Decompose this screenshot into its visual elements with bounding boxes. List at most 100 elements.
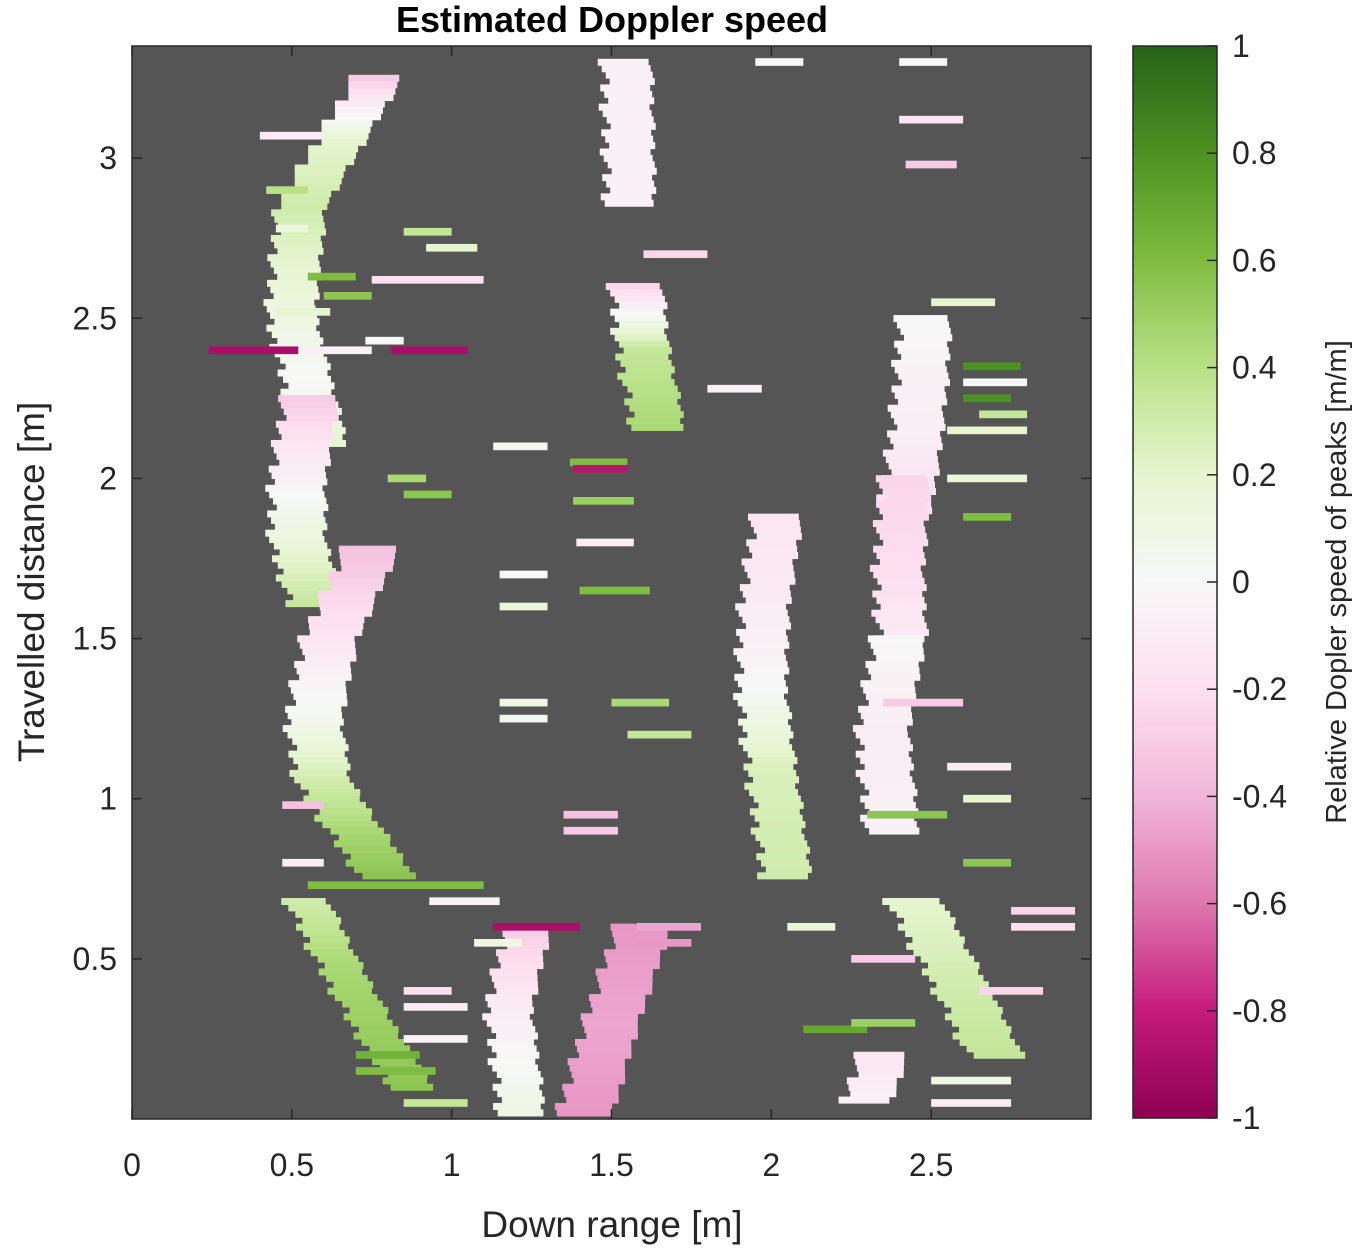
heatmap-segment bbox=[500, 603, 548, 611]
heatmap-cell bbox=[891, 411, 943, 418]
heatmap-segment bbox=[356, 1051, 420, 1059]
heatmap-cell bbox=[287, 414, 338, 421]
heatmap-cell bbox=[601, 988, 652, 995]
colorbar-tick-label: -0.6 bbox=[1232, 886, 1287, 922]
heatmap-cell bbox=[869, 828, 919, 835]
heatmap-segment bbox=[474, 939, 522, 947]
heatmap-cell bbox=[892, 386, 945, 393]
heatmap-cell bbox=[277, 248, 323, 255]
heatmap-cell bbox=[880, 533, 927, 540]
heatmap-segment bbox=[282, 801, 324, 809]
heatmap-cell bbox=[626, 418, 680, 425]
heatmap-cell bbox=[905, 930, 959, 937]
heatmap-cell bbox=[302, 917, 341, 924]
heatmap-segment bbox=[963, 394, 1011, 402]
heatmap-cell bbox=[502, 1097, 545, 1104]
heatmap-cell bbox=[281, 898, 325, 905]
heatmap-cell bbox=[348, 88, 395, 95]
heatmap-cell bbox=[937, 994, 992, 1001]
heatmap-segment bbox=[899, 58, 947, 66]
heatmap-cell bbox=[612, 168, 657, 175]
heatmap-segment bbox=[209, 346, 299, 354]
heatmap-cell bbox=[496, 1033, 538, 1040]
x-tick-label: 2.5 bbox=[909, 1147, 953, 1183]
heatmap-cell bbox=[746, 597, 792, 604]
heatmap-cell bbox=[604, 949, 660, 956]
heatmap-cell bbox=[322, 132, 369, 139]
heatmap-cell bbox=[928, 962, 979, 969]
colorbar-tick-label: 0.6 bbox=[1232, 242, 1276, 278]
heatmap-cell bbox=[606, 181, 654, 188]
heatmap-cell bbox=[319, 597, 374, 604]
heatmap-cell bbox=[746, 623, 791, 630]
colorbar-label: Relative Dopler speed of peaks [m/m] bbox=[1321, 340, 1353, 824]
heatmap-cell bbox=[330, 578, 384, 585]
heatmap-cell bbox=[339, 834, 390, 841]
heatmap-cell bbox=[744, 667, 789, 674]
heatmap-cell bbox=[555, 1103, 612, 1110]
heatmap-cell bbox=[889, 462, 939, 469]
heatmap-cell bbox=[880, 558, 926, 565]
heatmap-cell bbox=[293, 757, 347, 764]
heatmap-cell bbox=[605, 136, 653, 143]
heatmap-segment bbox=[500, 699, 548, 707]
heatmap-cell bbox=[308, 145, 358, 152]
heatmap-cell bbox=[959, 1026, 1011, 1033]
heatmap-cell bbox=[294, 776, 349, 783]
heatmap-cell bbox=[308, 616, 364, 623]
heatmap-cell bbox=[276, 421, 332, 428]
heatmap-cell bbox=[871, 642, 923, 649]
heatmap-cell bbox=[285, 706, 341, 713]
heatmap-cell bbox=[568, 1058, 625, 1065]
heatmap-cell bbox=[610, 328, 664, 335]
heatmap-segment bbox=[564, 827, 618, 835]
heatmap-cell bbox=[320, 808, 372, 815]
heatmap-segment bbox=[266, 186, 308, 194]
heatmap-segment bbox=[404, 491, 452, 499]
heatmap-segment bbox=[883, 699, 963, 707]
heatmap-cell bbox=[765, 847, 810, 854]
heatmap-cell bbox=[615, 296, 665, 303]
heatmap-cell bbox=[344, 1013, 387, 1020]
heatmap-cell bbox=[362, 1039, 405, 1046]
colorbar bbox=[1133, 46, 1217, 1118]
heatmap-cell bbox=[488, 1058, 536, 1065]
heatmap-cell bbox=[898, 924, 954, 931]
heatmap-cell bbox=[733, 693, 784, 700]
heatmap-cell bbox=[610, 289, 662, 296]
heatmap-segment bbox=[979, 987, 1043, 995]
heatmap-segment bbox=[755, 58, 803, 66]
heatmap-segment bbox=[573, 497, 634, 505]
heatmap-cell bbox=[329, 571, 385, 578]
heatmap-cell bbox=[501, 1077, 543, 1084]
heatmap-cell bbox=[876, 475, 927, 482]
heatmap-cell bbox=[902, 379, 950, 386]
heatmap-cell bbox=[738, 680, 786, 687]
heatmap-segment bbox=[391, 346, 468, 354]
heatmap-cell bbox=[492, 1065, 538, 1072]
heatmap-cell bbox=[391, 1084, 434, 1091]
heatmap-cell bbox=[974, 1052, 1025, 1059]
heatmap-segment bbox=[564, 811, 618, 819]
colorbar-tick-label: -0.8 bbox=[1232, 993, 1287, 1029]
heatmap-cell bbox=[293, 693, 346, 700]
colorbar-tick-label: -0.2 bbox=[1232, 671, 1287, 707]
heatmap-segment bbox=[365, 337, 403, 345]
heatmap-segment bbox=[637, 939, 691, 947]
heatmap-cell bbox=[265, 530, 322, 537]
heatmap-cell bbox=[350, 1007, 389, 1014]
heatmap-cell bbox=[278, 562, 332, 569]
heatmap-segment bbox=[500, 571, 548, 579]
heatmap-cell bbox=[893, 315, 947, 322]
heatmap-cell bbox=[602, 174, 652, 181]
heatmap-cell bbox=[849, 1084, 897, 1091]
colorbar-tick-label: 0.4 bbox=[1232, 350, 1276, 386]
heatmap-cell bbox=[274, 216, 323, 223]
heatmap-cell bbox=[288, 680, 345, 687]
heatmap-cell bbox=[865, 763, 914, 770]
heatmap-segment bbox=[627, 731, 691, 739]
heatmap-cell bbox=[749, 546, 797, 553]
heatmap-cell bbox=[894, 418, 944, 425]
heatmap-cell bbox=[562, 1084, 618, 1091]
heatmap-segment bbox=[429, 897, 499, 905]
